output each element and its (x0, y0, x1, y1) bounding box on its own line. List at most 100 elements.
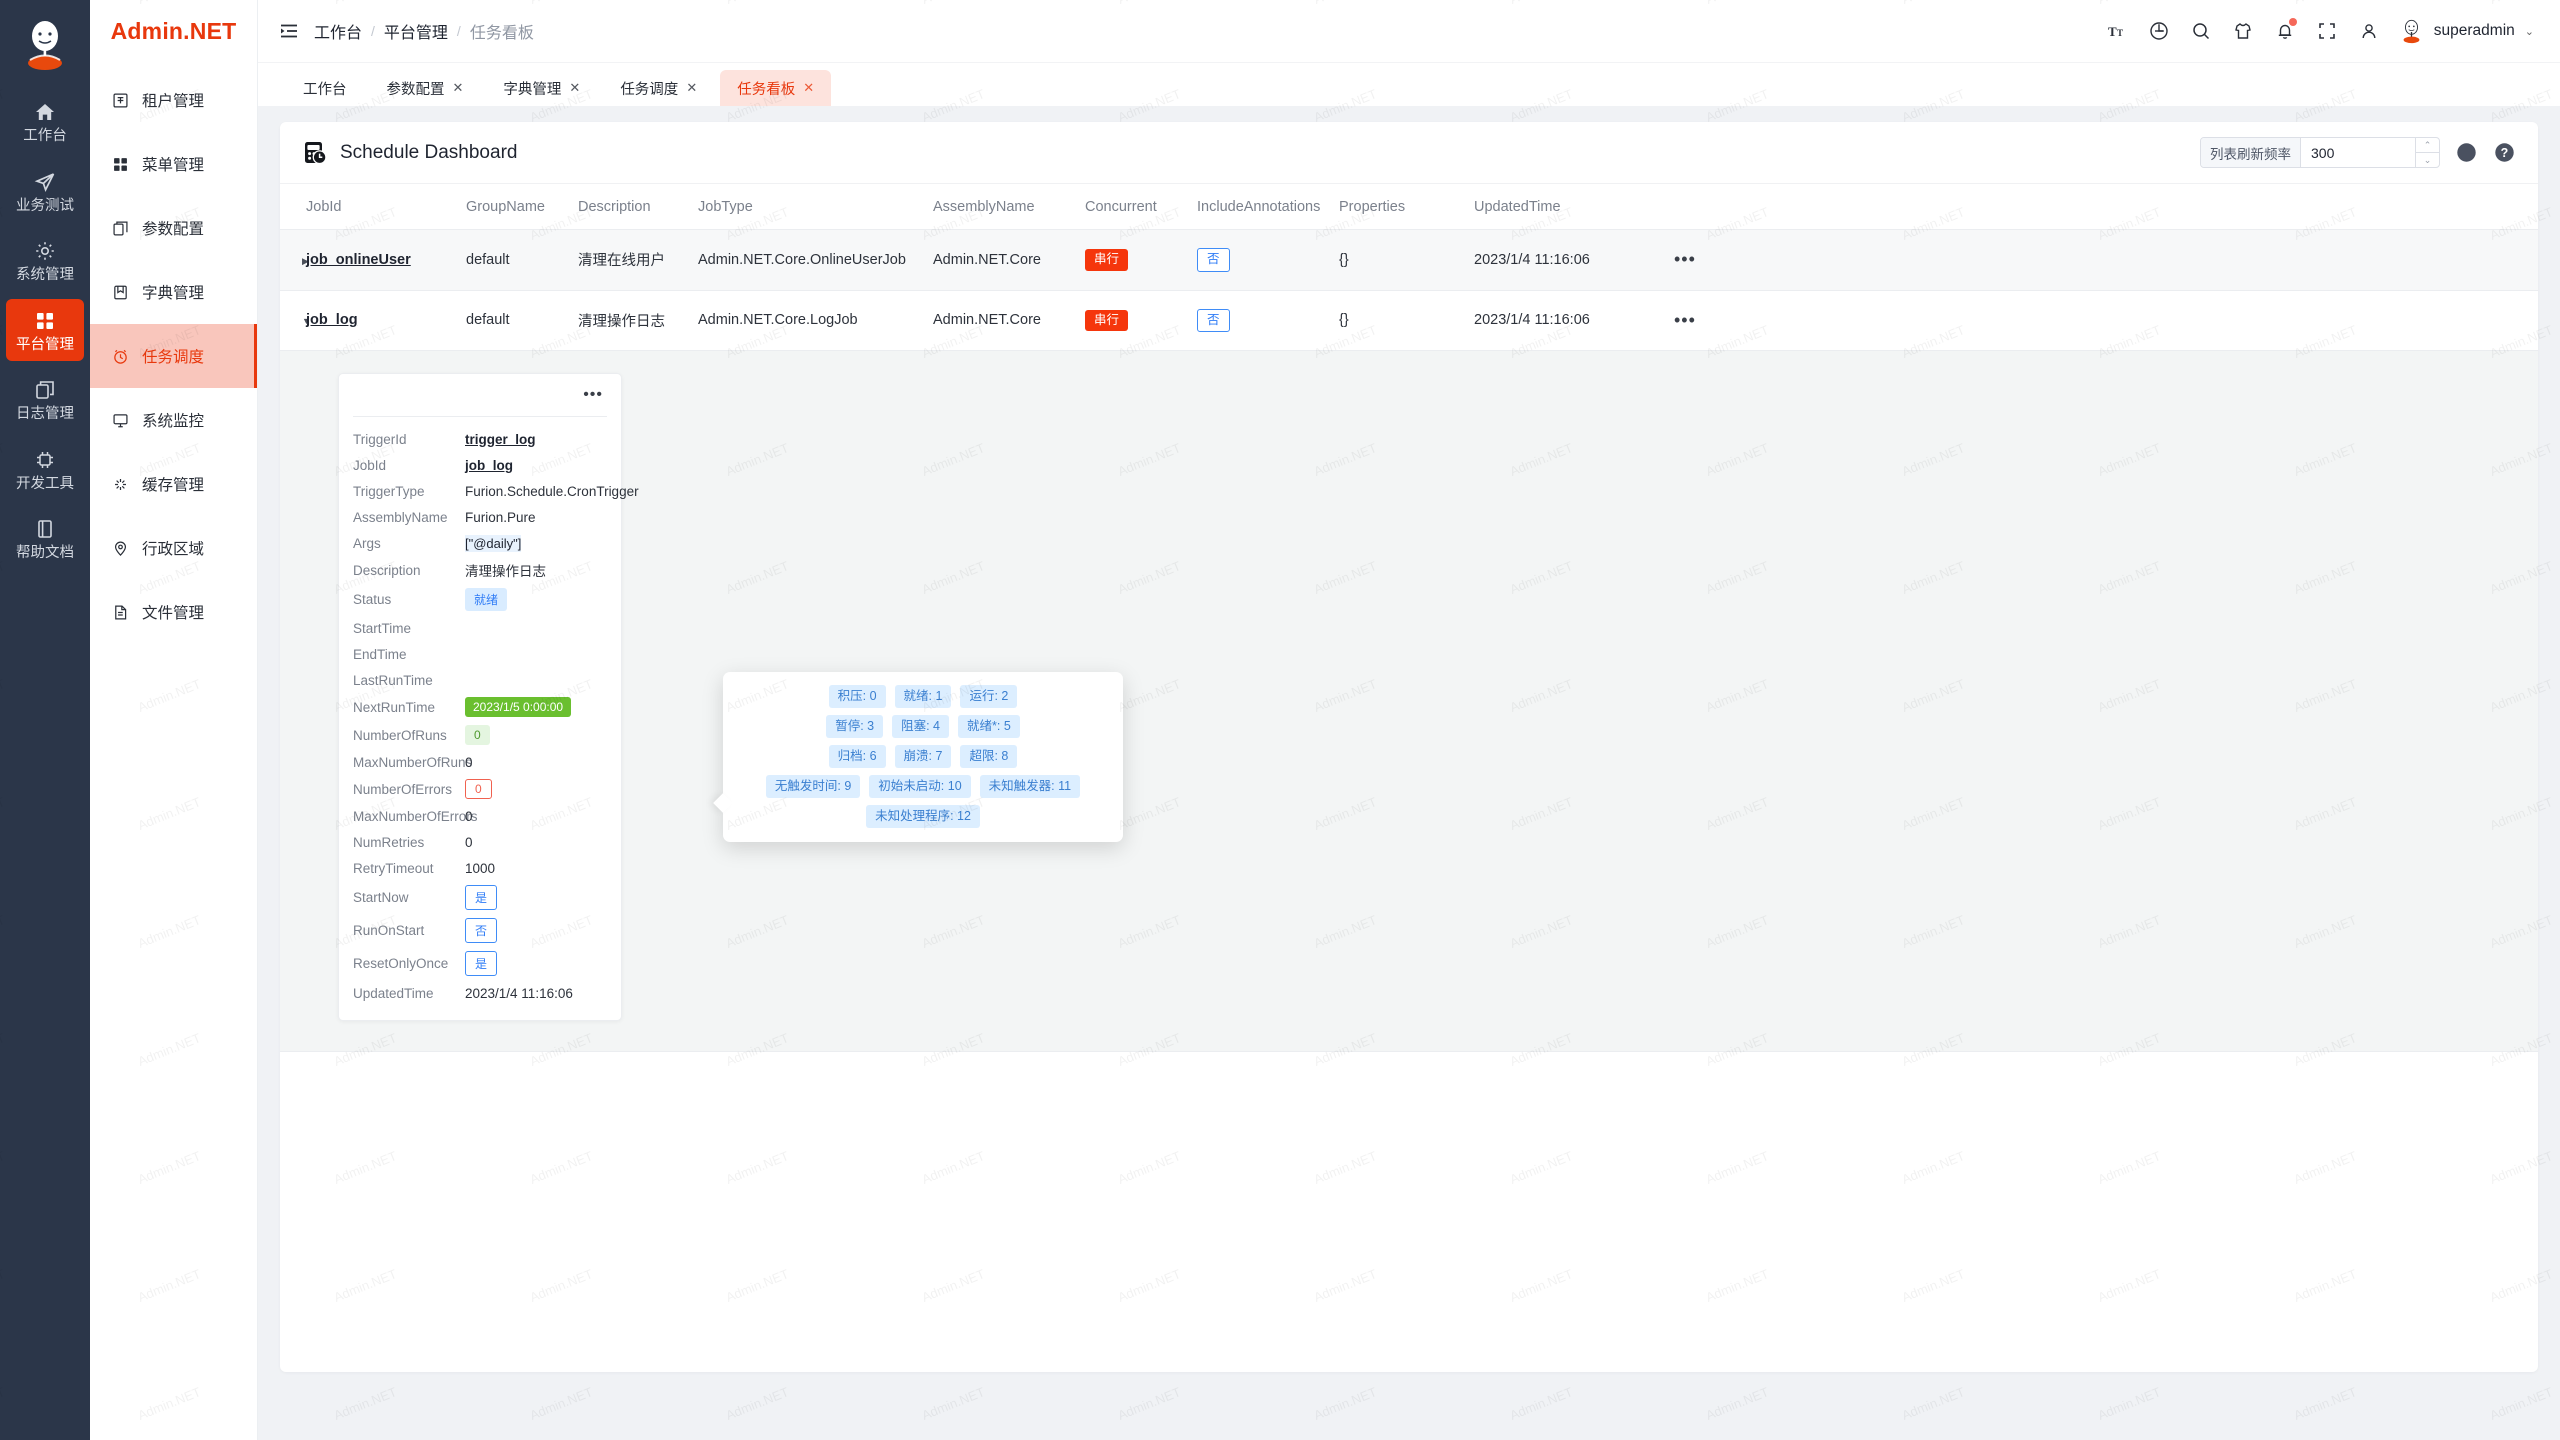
cell-includeannotations: 否 (1197, 290, 1339, 352)
sidebar-item-3[interactable]: 字典管理 (90, 260, 257, 324)
row-expand-cell[interactable]: ▼ (280, 290, 311, 352)
cell-updatedtime: 2023/1/4 11:16:06 (1474, 229, 1674, 291)
question-circle-icon[interactable]: ? (2492, 141, 2516, 165)
sidebar-item-1[interactable]: 菜单管理 (90, 132, 257, 196)
status-legend-pill: 积压: 0 (828, 685, 886, 708)
user-icon[interactable] (2348, 10, 2390, 52)
chevron-right-icon[interactable]: ▶ (302, 256, 309, 267)
table-header-concurrent[interactable]: Concurrent (1085, 184, 1197, 230)
sidebar-item-0[interactable]: 租户管理 (90, 68, 257, 132)
detail-field-value: 1000 (465, 860, 496, 876)
menu-fold-icon[interactable] (278, 20, 300, 42)
sidebar-item-7[interactable]: 行政区域 (90, 516, 257, 580)
refresh-frequency-value[interactable]: 300 (2311, 144, 2335, 161)
stepper-down-icon[interactable]: ⌄ (2423, 154, 2432, 165)
rail-item-label: 日志管理 (16, 406, 74, 422)
row-actions-button[interactable]: ••• (1674, 309, 1696, 330)
row-actions-button[interactable]: ••• (1674, 249, 1696, 270)
theme-shirt-icon[interactable] (2222, 10, 2264, 52)
detail-row: TriggerId trigger_log (339, 426, 621, 452)
sidebar-item-2[interactable]: 参数配置 (90, 196, 257, 260)
detail-value-badge: 2023/1/5 0:00:00 (465, 697, 572, 718)
rail-item-1[interactable]: 业务测试 (6, 160, 84, 223)
detail-field-value: 否 (465, 918, 498, 944)
sidebar-item-label: 系统监控 (142, 413, 205, 430)
tab-1[interactable]: 参数配置 ✕ (370, 70, 481, 106)
detail-field-value: ["@daily"] (465, 534, 522, 552)
detail-actions-button[interactable]: ••• (583, 386, 603, 404)
cell-groupname: default (466, 290, 578, 352)
rail-item-label: 业务测试 (16, 197, 74, 214)
tab-close-icon[interactable]: ✕ (686, 80, 698, 95)
tab-close-icon[interactable]: ✕ (803, 80, 815, 95)
rail-item-6[interactable]: 帮助文档 (6, 507, 84, 570)
cell-concurrent: 串行 (1085, 229, 1197, 291)
rail-item-4[interactable]: 日志管理 (6, 368, 84, 431)
table-header-updatedtime[interactable]: UpdatedTime (1474, 184, 1674, 230)
tab-0[interactable]: 工作台 (286, 70, 364, 106)
table-row[interactable]: ▼ job_log default 清理操作日志 Admin.NET.Core.LogJ… (280, 290, 2538, 352)
row-expand-cell[interactable]: ▶ (280, 229, 309, 291)
sidebar-item-label: 缓存管理 (142, 477, 205, 494)
breadcrumb-item-2: 任务看板 (469, 25, 534, 42)
dashboard-card: Schedule Dashboard 列表刷新频率 300 ⌃ ⌄ (280, 122, 2538, 1372)
tab-4[interactable]: 任务看板 ✕ (720, 70, 832, 106)
table-header-includeannotations[interactable]: IncludeAnnotations (1197, 184, 1339, 230)
tab-2[interactable]: 字典管理 ✕ (486, 70, 597, 106)
cell-jobid: job_onlineUser (306, 229, 466, 291)
status-legend-pill: 未知处理程序: 12 (866, 805, 980, 828)
tab-3[interactable]: 任务调度 ✕ (603, 70, 714, 106)
sidebar-item-8[interactable]: 文件管理 (90, 580, 257, 644)
stepper-up-icon[interactable]: ⌃ (2416, 138, 2439, 153)
breadcrumb-separator: / (371, 23, 375, 39)
detail-row: Args ["@daily"] (339, 530, 621, 556)
cell-jobid-content[interactable]: job_log (306, 312, 358, 329)
sidebar-item-label: 行政区域 (142, 541, 205, 558)
detail-field-key: Status (353, 592, 392, 608)
sidebar-item-4[interactable]: 任务调度 (90, 324, 257, 388)
fullscreen-icon[interactable] (2306, 10, 2348, 52)
cell-jobid-content[interactable]: job_onlineUser (306, 251, 411, 268)
user-menu[interactable]: superadmin ⌄ (2398, 18, 2534, 45)
sidebar-item-label: 字典管理 (142, 285, 205, 302)
status-legend-pill: 崩溃: 7 (894, 745, 952, 768)
detail-field-value[interactable]: job_log (465, 457, 513, 473)
detail-value-badge: 0 (465, 725, 490, 746)
table-header-groupname[interactable]: GroupName (466, 184, 578, 230)
detail-row: Status 就绪 (339, 584, 621, 615)
tab-close-icon[interactable]: ✕ (569, 80, 581, 95)
detail-field-value: 0 (465, 754, 473, 770)
detail-field-key: Args (353, 535, 381, 551)
rail-item-2[interactable]: 系统管理 (6, 229, 84, 292)
rail-item-5[interactable]: 开发工具 (6, 438, 84, 501)
notification-bell-icon[interactable] (2264, 10, 2306, 52)
sidebar-item-5[interactable]: 系统监控 (90, 388, 257, 452)
table-row[interactable]: ▶job_onlineUserdefault清理在线用户Admin.NET.Co… (280, 229, 2538, 291)
detail-field-value: Furion.Schedule.CronTrigger (465, 483, 639, 499)
moon-icon[interactable] (2454, 141, 2478, 165)
search-icon[interactable] (2180, 10, 2222, 52)
table-header-assemblyname[interactable]: AssemblyName (933, 184, 1085, 230)
rail-item-0[interactable]: 工作台 (6, 90, 84, 153)
table-header-jobtype[interactable]: JobType (698, 184, 933, 230)
language-globe-icon[interactable] (2138, 10, 2180, 52)
breadcrumb-item-0[interactable]: 工作台 (314, 25, 363, 42)
table-header-jobid[interactable]: JobId (306, 184, 466, 230)
sidebar-item-6[interactable]: 缓存管理 (90, 452, 257, 516)
rail-item-3[interactable]: 平台管理 (6, 298, 84, 361)
detail-field-value[interactable]: trigger_log (465, 431, 536, 447)
table-header-description[interactable]: Description (578, 184, 698, 230)
chevron-down-icon[interactable]: ⌄ (2524, 25, 2534, 38)
refresh-frequency-stepper[interactable]: ⌃ ⌄ (2415, 138, 2439, 167)
tab-close-icon[interactable]: ✕ (452, 80, 464, 95)
detail-field-list: TriggerId trigger_log JobId job_log TriggerT… (339, 417, 639, 1020)
detail-row: RunOnStart 否 (339, 914, 621, 947)
cell-description: 清理操作日志 (578, 290, 698, 352)
table-header-properties[interactable]: Properties (1339, 184, 1474, 230)
tooltip-line: 暂停: 3 阻塞: 4 就绪*: 5 (826, 715, 1020, 738)
refresh-frequency-input[interactable]: 列表刷新频率 300 ⌃ ⌄ (2200, 137, 2440, 168)
detail-field-key: RunOnStart (353, 923, 425, 939)
detail-field-value: 0 (465, 834, 473, 850)
breadcrumb-item-1[interactable]: 平台管理 (383, 25, 448, 42)
